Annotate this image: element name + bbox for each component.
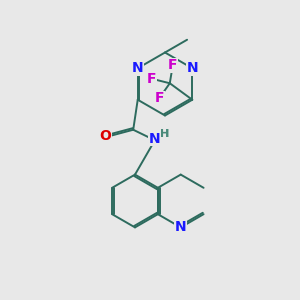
Text: N: N <box>149 132 160 146</box>
Text: N: N <box>149 132 160 146</box>
Text: H: H <box>160 129 169 139</box>
Text: O: O <box>99 129 111 143</box>
Text: N: N <box>187 61 198 75</box>
Text: F: F <box>147 72 157 86</box>
Text: F: F <box>168 58 178 72</box>
Text: N: N <box>132 61 143 75</box>
Text: F: F <box>154 91 164 105</box>
Text: N: N <box>175 220 187 234</box>
Text: H: H <box>160 129 169 139</box>
